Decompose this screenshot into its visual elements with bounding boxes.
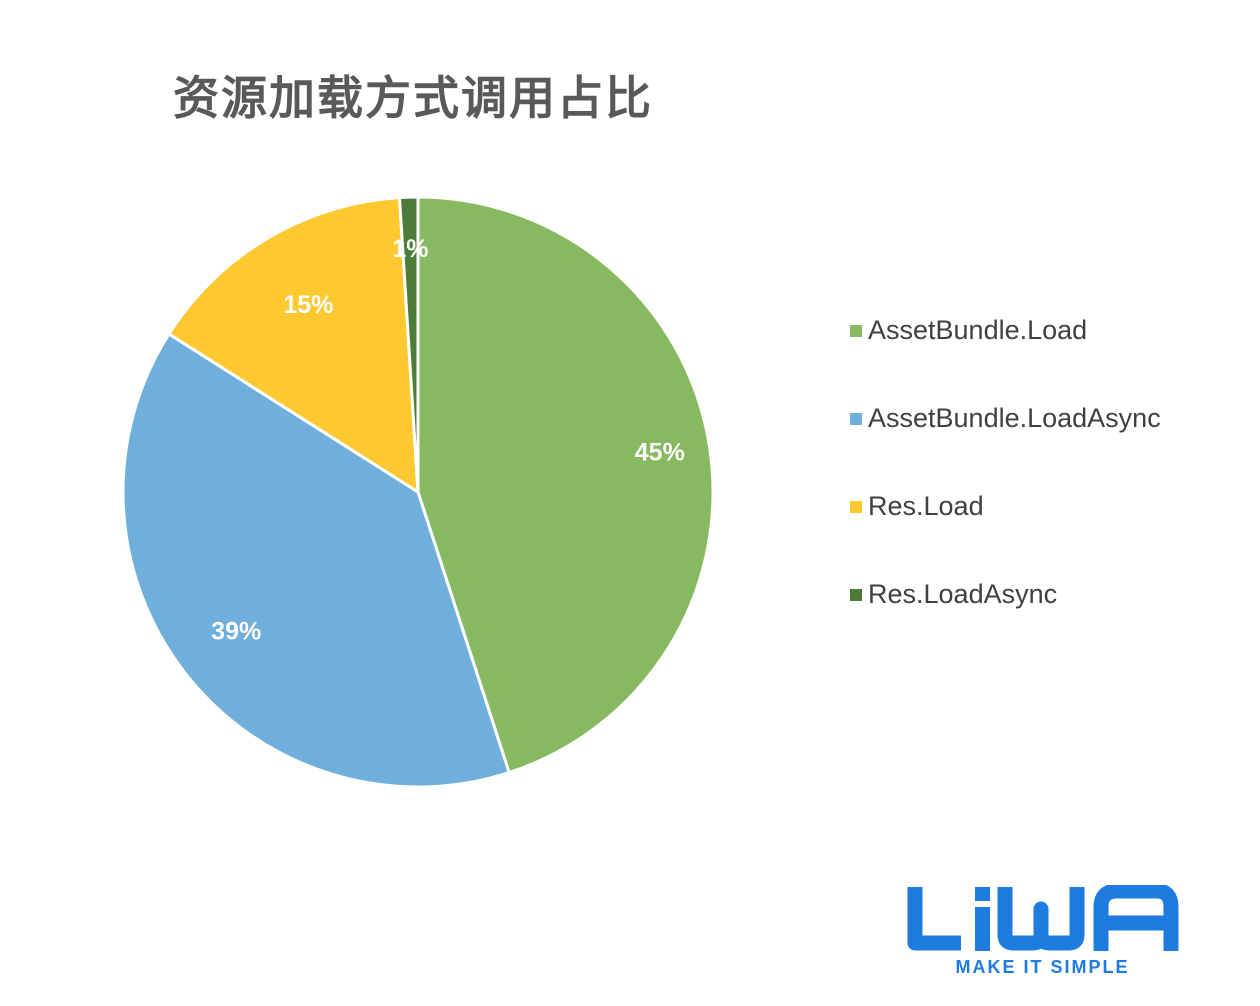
liwa-logo-mark bbox=[907, 885, 1179, 951]
pie-slice-res-loadasync bbox=[397, 195, 420, 494]
pie-slice-assetbundle-load bbox=[416, 195, 715, 775]
legend-swatch bbox=[850, 589, 862, 601]
legend-swatch bbox=[850, 325, 862, 337]
pie-slice-assetbundle-loadasync bbox=[121, 332, 511, 789]
brand-logo: MAKE IT SIMPLE bbox=[905, 885, 1180, 985]
legend-item: AssetBundle.LoadAsync bbox=[850, 400, 1161, 488]
legend-item: AssetBundle.Load bbox=[850, 312, 1161, 400]
data-label-assetbundle-loadasync: 39% bbox=[211, 618, 261, 646]
legend-item: Res.Load bbox=[850, 488, 1161, 576]
legend-label: AssetBundle.LoadAsync bbox=[868, 403, 1161, 433]
legend-label: Res.Load bbox=[868, 491, 984, 521]
pie-slices bbox=[121, 195, 715, 789]
legend-swatch bbox=[850, 501, 862, 513]
data-label-res-loadasync: 1% bbox=[392, 235, 428, 263]
logo-tagline: MAKE IT SIMPLE bbox=[955, 957, 1130, 977]
legend-swatch bbox=[850, 413, 862, 425]
chart-title: 资源加载方式调用占比 bbox=[173, 71, 653, 125]
data-label-res-load: 15% bbox=[283, 291, 333, 319]
legend-item: Res.LoadAsync bbox=[850, 576, 1161, 664]
data-label-assetbundle-load: 45% bbox=[635, 438, 685, 466]
legend-label: AssetBundle.Load bbox=[868, 315, 1088, 345]
legend-label: Res.LoadAsync bbox=[868, 579, 1058, 609]
legend: AssetBundle.Load AssetBundle.LoadAsync Res… bbox=[850, 312, 1161, 664]
pie-slice-labels: 45% 39% 15% 1% bbox=[211, 235, 685, 646]
pie-slice-res-load bbox=[167, 196, 420, 494]
